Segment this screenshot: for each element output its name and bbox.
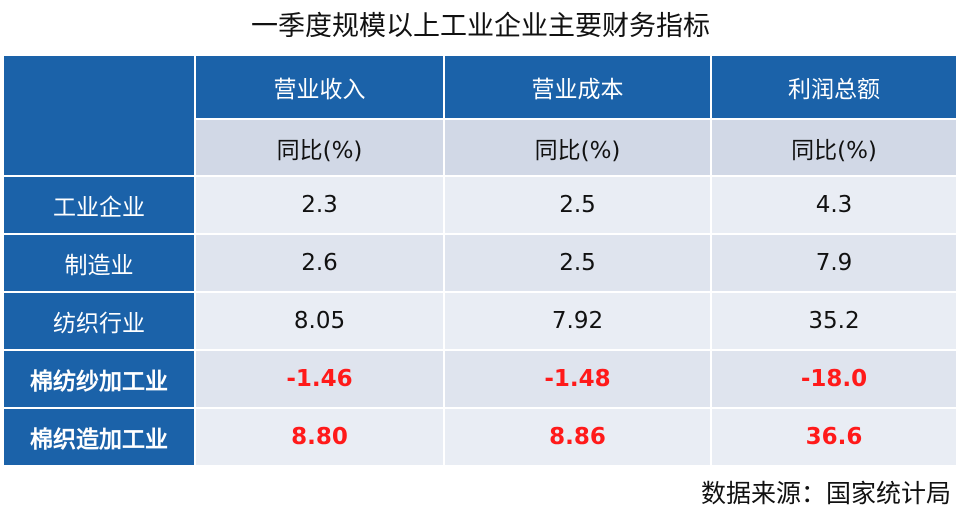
source: 数据来源：国家统计局 [700,479,951,506]
row-label: 纺织行业 [4,293,194,349]
row-label: 工业企业 [4,177,194,233]
data-cell: 35.2 [712,293,956,349]
row-label: 制造业 [4,235,194,291]
column-header: 利润总额 [712,56,956,118]
data-cell: -1.48 [445,351,710,407]
data-cell: 2.3 [196,177,443,233]
data-cell: 8.80 [196,409,443,465]
data-cell: -1.46 [196,351,443,407]
data-cell: 7.92 [445,293,710,349]
data-cell: 36.6 [712,409,956,465]
row-label: 棉织造加工业 [4,409,194,465]
sub-header: 同比(%) [712,120,956,175]
data-cell: 4.3 [712,177,956,233]
sub-header: 同比(%) [445,120,710,175]
data-cell: 2.5 [445,177,710,233]
data-cell: 8.05 [196,293,443,349]
column-header: 营业成本 [445,56,710,118]
data-cell: 7.9 [712,235,956,291]
title: 一季度规模以上工业企业主要财务指标 [251,11,710,42]
sub-header: 同比(%) [196,120,443,175]
data-cell: -18.0 [712,351,956,407]
corner-cell [4,56,194,175]
data-cell: 2.6 [196,235,443,291]
data-cell: 8.86 [445,409,710,465]
data-cell: 2.5 [445,235,710,291]
column-header: 营业收入 [196,56,443,118]
row-label: 棉纺纱加工业 [4,351,194,407]
